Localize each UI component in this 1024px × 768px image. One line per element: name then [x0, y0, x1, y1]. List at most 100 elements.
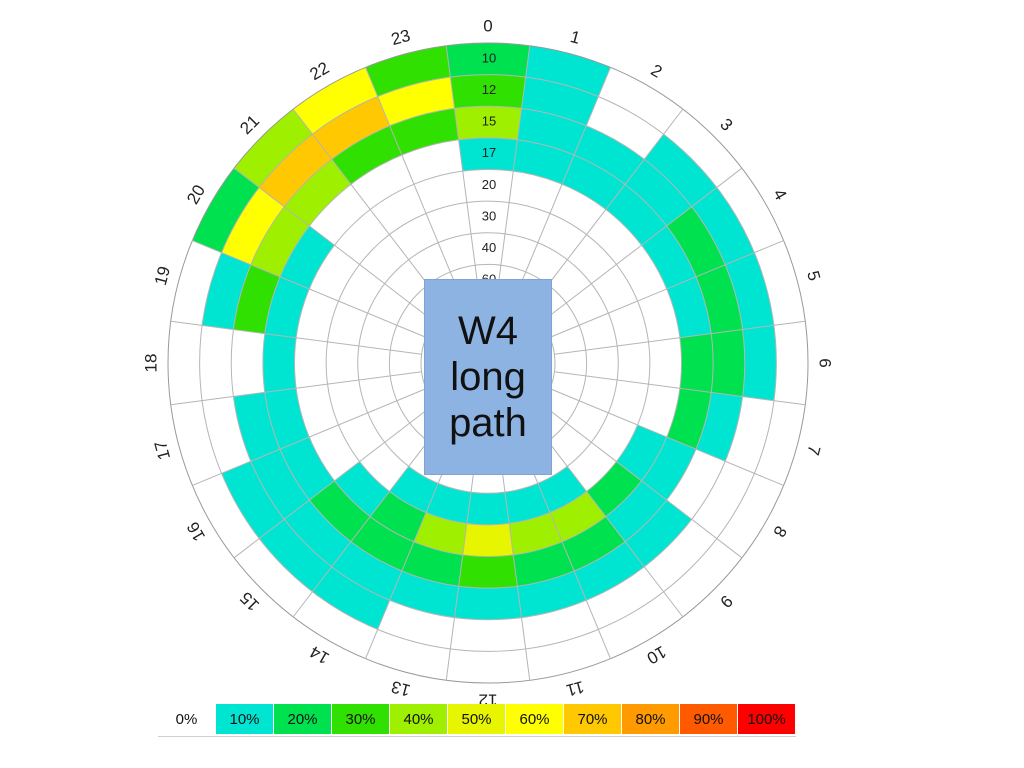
heatmap-cell	[202, 252, 251, 330]
grid-spoke	[292, 108, 448, 311]
grid-spoke	[554, 371, 806, 406]
heatmap-cell	[679, 333, 714, 393]
grid-spoke	[549, 240, 784, 338]
heatmap-cell	[168, 321, 203, 405]
hour-tick-label: 1	[568, 27, 582, 48]
heatmap-cell	[233, 264, 281, 334]
heatmap-cell	[513, 541, 575, 587]
grid-spoke	[528, 108, 684, 311]
grid-spoke	[540, 403, 743, 559]
heatmap-cell	[695, 264, 743, 334]
heatmap-cell	[413, 512, 467, 555]
legend-swatch: 10%	[216, 704, 274, 734]
heatmap-cell	[754, 400, 806, 486]
heatmap-cell	[521, 77, 599, 126]
heatmap-cell	[500, 233, 538, 272]
heatmap-cell	[505, 483, 550, 524]
heatmap-cell	[426, 202, 471, 243]
heatmap-cell	[574, 541, 645, 601]
heatmap-cell	[644, 134, 717, 207]
hour-tick-label: 13	[389, 677, 412, 700]
heatmap-cell	[262, 333, 297, 393]
heatmap-cell	[586, 461, 642, 517]
heatmap-cell	[598, 591, 683, 659]
heatmap-cell	[579, 313, 618, 351]
heatmap-cell	[446, 648, 530, 683]
heatmap-cell	[259, 134, 332, 207]
hour-tick-label: 21	[236, 111, 263, 138]
heatmap-cell	[309, 184, 371, 246]
heatmap-cell	[637, 288, 680, 342]
heatmap-cell	[666, 388, 712, 450]
grid-ring	[262, 137, 714, 589]
hour-tick-label: 8	[769, 523, 790, 541]
heatmap-cell	[666, 276, 712, 338]
heatmap-cell	[586, 209, 642, 265]
heatmap-cell	[293, 591, 378, 659]
heatmap-cell	[579, 375, 618, 413]
heatmap-cell	[450, 74, 526, 109]
heatmap-cell	[716, 473, 784, 558]
heatmap-cell	[377, 77, 455, 126]
heatmap-cell	[365, 45, 451, 97]
heatmap-cell	[350, 155, 414, 210]
heatmap-cell	[517, 570, 587, 618]
heatmap-cell	[454, 586, 522, 620]
heatmap-cell	[365, 629, 451, 681]
heatmap-cell	[264, 276, 310, 338]
heatmap-cell	[666, 449, 726, 520]
heatmap-cell	[663, 109, 742, 188]
title-line: long	[450, 355, 526, 399]
grid-spoke	[292, 415, 448, 618]
heatmap-cell	[585, 345, 619, 381]
hour-tick-label: 0	[483, 16, 492, 35]
heatmap-cell	[192, 473, 260, 558]
heatmap-cell	[450, 617, 526, 652]
ring-tick-label: 12	[482, 82, 496, 97]
grid-spoke	[549, 388, 784, 486]
legend-swatch: 50%	[448, 704, 506, 734]
heatmap-cell	[691, 187, 755, 265]
heatmap-cell	[666, 206, 726, 277]
heatmap-cell	[331, 541, 402, 601]
heatmap-cell	[567, 234, 617, 284]
heatmap-cell	[327, 301, 368, 346]
heatmap-cell	[549, 371, 586, 401]
heatmap-cell	[641, 225, 696, 289]
heatmap-cell	[725, 396, 774, 474]
heatmap-cell	[401, 139, 463, 185]
heatmap-cell	[616, 245, 667, 302]
heatmap-cell	[648, 337, 682, 389]
heatmap-cell	[554, 350, 587, 376]
heatmap-cell	[525, 629, 611, 681]
heatmap-cell	[617, 341, 650, 385]
hour-tick-label: 15	[236, 588, 263, 615]
ring-tick-label: 17	[482, 145, 496, 160]
legend-swatch: 40%	[390, 704, 448, 734]
heatmap-cell	[309, 424, 360, 481]
hour-tick-label: 7	[803, 443, 824, 457]
grid-ring	[325, 200, 651, 526]
heatmap-cell	[446, 43, 530, 78]
hour-tick-label: 16	[183, 519, 209, 545]
heatmap-cell	[566, 283, 609, 326]
heatmap-cell	[605, 480, 667, 542]
heatmap-cell	[586, 96, 664, 160]
heatmap-cell	[625, 159, 692, 226]
heatmap-cell	[331, 125, 402, 185]
grid-spoke	[192, 240, 427, 338]
heatmap-cell	[327, 380, 368, 425]
heatmap-cell	[389, 108, 459, 156]
heatmap-cell	[334, 461, 390, 517]
grid-spoke	[540, 167, 743, 323]
hour-tick-label: 3	[716, 115, 736, 135]
heatmap-cell	[521, 600, 599, 649]
heatmap-cell	[309, 245, 360, 302]
heatmap-cell	[259, 519, 332, 592]
heatmap-cell	[359, 442, 409, 492]
heatmap-cell	[221, 461, 285, 539]
grid-spoke	[233, 167, 436, 323]
legend-swatch: 60%	[506, 704, 564, 734]
heatmap-cell	[202, 396, 251, 474]
grid-spoke	[496, 45, 531, 297]
